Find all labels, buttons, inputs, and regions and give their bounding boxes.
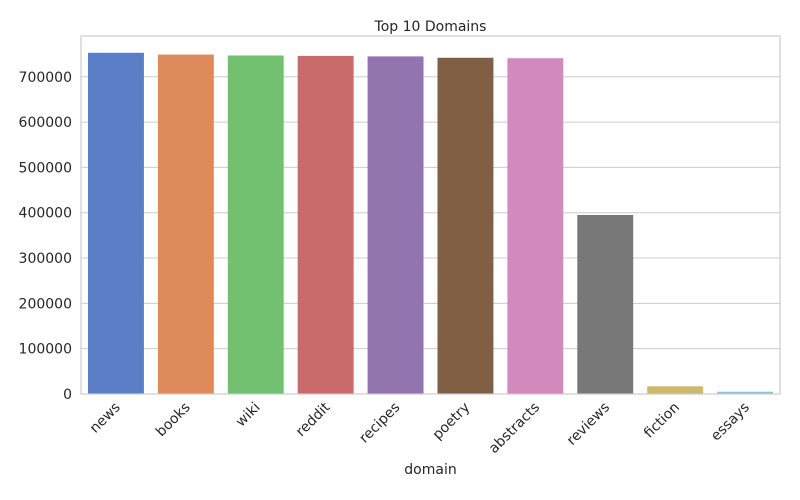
- y-tick-label: 100000: [19, 342, 72, 358]
- y-tick-label: 0: [63, 387, 72, 403]
- x-tick-label: fiction: [641, 400, 683, 442]
- bar-poetry: [437, 57, 494, 395]
- x-tick-label: poetry: [430, 400, 474, 444]
- bar-books: [157, 54, 214, 395]
- x-tick-label: wiki: [233, 400, 264, 431]
- y-tick-label: 700000: [19, 70, 72, 86]
- x-tick-label: abstracts: [486, 400, 543, 457]
- bar-abstracts: [507, 58, 564, 394]
- x-tick-label: news: [87, 400, 124, 437]
- bar-reviews: [577, 215, 634, 394]
- x-tick-label: essays: [708, 400, 753, 445]
- y-tick-label: 300000: [19, 251, 72, 267]
- bar-reddit: [297, 55, 354, 394]
- y-tick-label: 600000: [19, 115, 72, 131]
- x-tick-label: reviews: [564, 400, 613, 449]
- y-tick-label: 400000: [19, 206, 72, 222]
- bars: [87, 52, 774, 395]
- bar-essays: [717, 391, 774, 394]
- chart-title: Top 10 Domains: [374, 19, 487, 35]
- bar-news: [87, 52, 144, 394]
- y-tick-label: 200000: [19, 296, 72, 312]
- y-axis-ticks: 0 100000 200000 300000 400000 500000 600000 700…: [19, 70, 72, 403]
- x-tick-label: books: [153, 400, 194, 441]
- plot-frame: [80, 35, 781, 395]
- x-axis-label: domain: [404, 462, 456, 478]
- bar-fiction: [647, 386, 704, 394]
- x-tick-label: recipes: [356, 400, 403, 447]
- x-tick-label: reddit: [293, 399, 334, 440]
- y-tick-label: 500000: [19, 160, 72, 176]
- x-axis-ticks: news books wiki reddit recipes poetry abstract…: [87, 399, 753, 457]
- bar-recipes: [367, 56, 424, 395]
- bar-wiki: [227, 55, 284, 394]
